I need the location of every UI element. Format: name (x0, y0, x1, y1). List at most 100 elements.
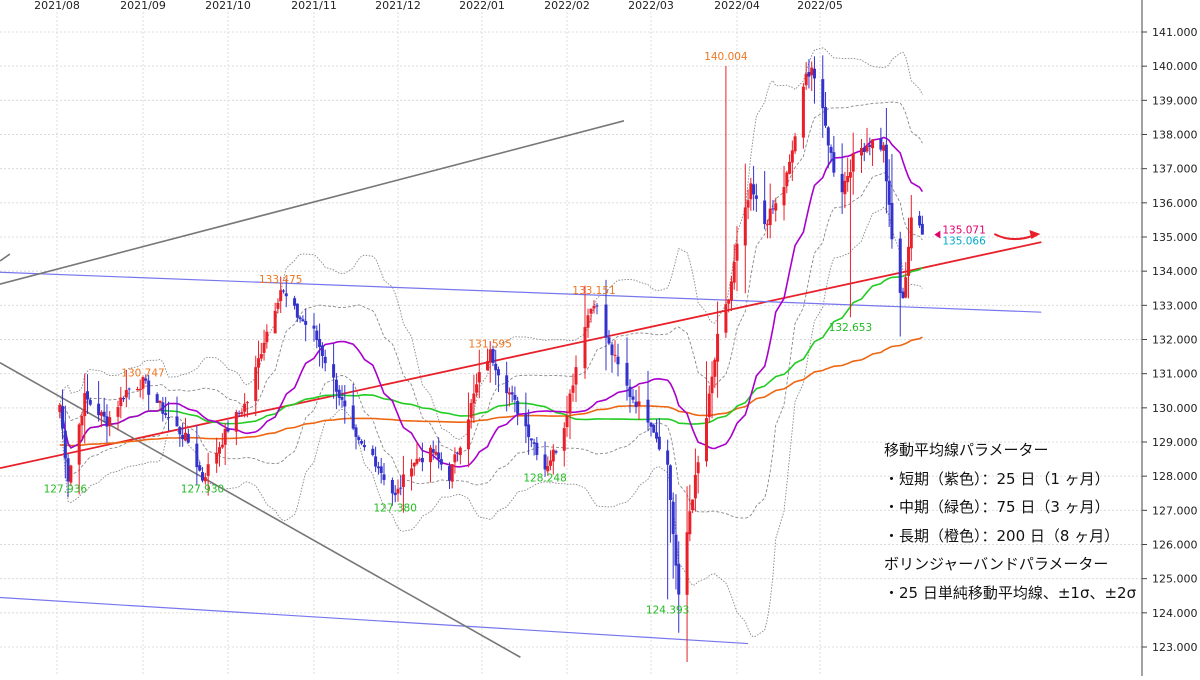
moving-averages (59, 136, 924, 468)
candle-body (240, 411, 244, 414)
trough-label: 127.380 (373, 502, 416, 514)
candle-body (666, 450, 670, 465)
candle-body (491, 349, 495, 363)
candles (58, 55, 924, 663)
candle-body (607, 337, 611, 344)
candle-body (245, 402, 249, 404)
candle-body (801, 86, 805, 138)
legend-item-short: ・短期（紫色）：25 日（1 ヶ月） (884, 469, 1110, 488)
ma-long-line (59, 336, 923, 447)
candle-body (631, 396, 635, 400)
trend-line-blue-lower (0, 596, 749, 645)
x-tick-label: 2021/11 (291, 0, 337, 12)
forecast-arrowhead-icon (1029, 230, 1041, 239)
candle-body (554, 451, 558, 453)
candle-body (890, 203, 894, 240)
candle-body (696, 462, 700, 474)
forecast-arrow-icon (993, 233, 1033, 240)
candle-body (323, 356, 327, 364)
trend-line-red-support (0, 241, 1042, 470)
x-tick-label: 2021/09 (120, 0, 166, 12)
trough-label: 132.653 (829, 322, 872, 334)
candle-body (379, 466, 383, 474)
candle-body (707, 393, 711, 418)
candle-body (505, 375, 509, 394)
ma-short-line (59, 136, 924, 468)
candle-body (318, 339, 322, 348)
candle-body (710, 376, 714, 394)
candle-body (865, 146, 869, 152)
candle-body (469, 403, 473, 418)
candle-body (746, 200, 750, 208)
candle-body (562, 428, 566, 451)
candle-body (135, 388, 139, 391)
candle-body (824, 107, 828, 126)
candle-body (279, 290, 283, 302)
y-tick-label: 140.000 (1152, 60, 1198, 73)
candle-body (546, 466, 550, 472)
candle-body (257, 358, 261, 368)
candle-body (829, 146, 833, 153)
candle-body (625, 362, 629, 386)
candle-body (610, 344, 614, 356)
candle-body (646, 399, 650, 423)
candle-body (879, 138, 883, 150)
candle-body (304, 321, 308, 325)
candle-body (437, 452, 441, 460)
candle-body (565, 415, 569, 428)
candle-body (420, 457, 424, 463)
candle-body (840, 173, 844, 193)
candle-body (220, 444, 224, 448)
y-tick-label: 130.000 (1152, 402, 1198, 415)
candle-body (164, 413, 168, 416)
y-tick-label: 133.000 (1152, 299, 1198, 312)
candle-body (807, 71, 811, 77)
trough-label: 124.393 (646, 604, 689, 616)
candle-body (158, 400, 162, 403)
candle-body (69, 465, 73, 483)
legend-title: 移動平均線パラメーター (884, 441, 1049, 459)
candle-body (904, 277, 908, 298)
candle-body (223, 428, 227, 445)
candle-body (774, 203, 778, 211)
x-tick-label: 2022/05 (797, 0, 843, 12)
candle-body (119, 397, 123, 407)
y-tick-label: 139.000 (1152, 94, 1198, 107)
legend: 移動平均線パラメーター ・短期（紫色）：25 日（1 ヶ月） ・中期（緑色）：7… (884, 436, 1184, 607)
x-tick-label: 2021/08 (34, 0, 80, 12)
current-price-label-cyan: 135.066 (942, 236, 986, 248)
candle-body (586, 315, 590, 328)
candle-body (124, 390, 128, 398)
candle-body (122, 397, 126, 400)
current-price-marker-icon (934, 230, 941, 239)
candle-body (655, 432, 659, 439)
candle-body (58, 405, 62, 412)
candle-body (716, 333, 720, 362)
trend-line-gray-short (0, 253, 11, 262)
candle-body (749, 183, 753, 200)
candle-body (399, 487, 403, 489)
candle-body (357, 437, 361, 440)
candle-body (127, 388, 131, 390)
candle-body (752, 184, 756, 195)
y-tick-label: 131.000 (1152, 368, 1198, 381)
y-tick-label: 123.000 (1152, 641, 1198, 654)
candle-body (637, 401, 641, 406)
candle-body (144, 378, 148, 381)
candle-body (535, 442, 539, 455)
candle-body (371, 448, 375, 456)
legend-item-mid: ・中期（緑色）：75 日（3 ヶ月） (884, 498, 1110, 516)
y-tick-label: 124.000 (1152, 607, 1198, 620)
candle-body (475, 384, 479, 393)
candle-body (178, 427, 182, 435)
candle-body (184, 432, 187, 441)
candle-body (551, 449, 555, 462)
candle-body (88, 399, 92, 405)
candle-body (496, 369, 500, 376)
candle-body (175, 416, 179, 427)
trend-line-gray-channel-upper (0, 120, 625, 285)
candle-body (410, 468, 414, 477)
candle-body (472, 393, 476, 404)
